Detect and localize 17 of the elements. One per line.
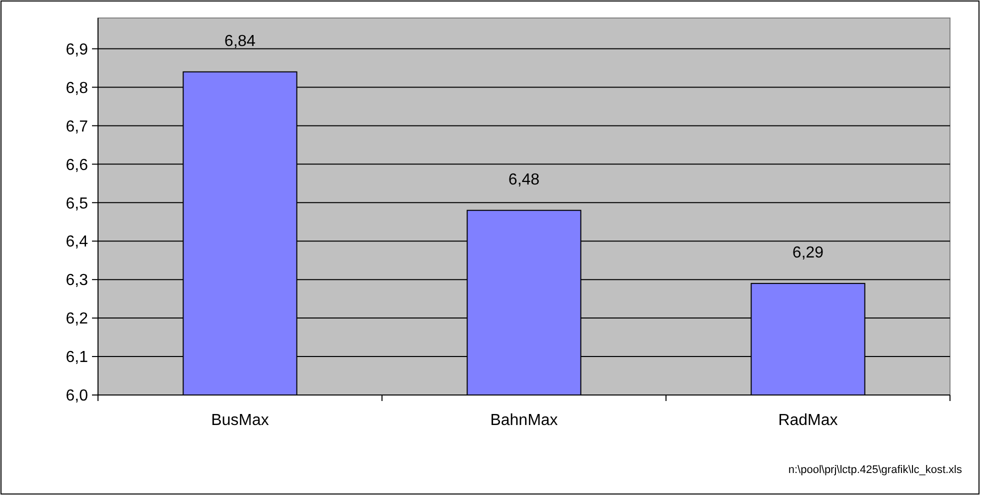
y-tick-label: 6,8 — [66, 80, 88, 97]
y-tick-label: 6,5 — [66, 195, 88, 212]
text: n:\pool\prj\lctp.425\grafik\lc_kost.xls — [788, 464, 962, 476]
data-label: 6,29 — [792, 244, 824, 262]
data-label: 6,48 — [508, 171, 540, 188]
y-tick-label: 6,0 — [66, 388, 88, 405]
y-tick-label: 6,7 — [66, 118, 88, 136]
y-tick-label: 6,9 — [66, 41, 88, 58]
y-tick-label: 6,2 — [66, 310, 88, 328]
y-tick-label: 6,1 — [66, 349, 88, 366]
x-tick-label: BusMax — [211, 412, 269, 429]
data-label: 6,84 — [224, 32, 256, 50]
y-tick-label: 6,3 — [66, 272, 88, 290]
y-tick-label: 6,6 — [66, 156, 88, 174]
y-tick-label: 6,4 — [66, 234, 88, 251]
x-tick-label: BahnMax — [490, 412, 558, 429]
x-tick-label: RadMax — [778, 412, 838, 429]
